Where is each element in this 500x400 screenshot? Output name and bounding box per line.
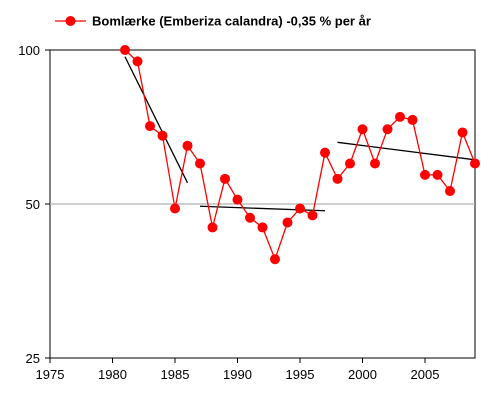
data-point <box>120 45 130 55</box>
series-line <box>124 49 476 262</box>
x-tick-label: 1980 <box>98 367 127 382</box>
legend: Bomlærke (Emberiza calandra) -0,35 % per… <box>55 14 371 29</box>
data-point <box>220 173 230 184</box>
trend-line-1 <box>124 56 189 184</box>
trend-line-2 <box>199 205 326 212</box>
y-tick-label: 50 <box>26 197 40 212</box>
data-point <box>420 169 430 180</box>
x-tick-label: 1990 <box>223 367 252 382</box>
data-point <box>457 127 468 138</box>
trend-line-3 <box>337 141 476 161</box>
data-point <box>245 212 255 223</box>
data-point <box>282 217 293 228</box>
data-point <box>407 114 418 125</box>
series-group <box>120 45 480 265</box>
data-point <box>170 203 180 214</box>
data-point <box>470 158 480 169</box>
data-point <box>182 140 193 151</box>
legend-label: Bomlærke (Emberiza calandra) -0,35 % per… <box>92 14 371 29</box>
y-tick-label: 25 <box>26 351 40 366</box>
data-point <box>195 158 205 169</box>
data-point <box>295 203 305 214</box>
data-point <box>207 222 218 233</box>
data-point <box>320 147 330 158</box>
data-point <box>382 124 393 135</box>
data-point <box>432 169 443 180</box>
data-point <box>370 158 380 169</box>
x-tick-label: 1985 <box>161 367 190 382</box>
data-point <box>307 210 318 221</box>
data-point <box>157 130 168 141</box>
trend-lines <box>124 56 476 212</box>
data-point <box>132 56 143 67</box>
axes: 1975 1980 1985 1990 1995 2000 2005 25 50 100 <box>18 43 439 382</box>
legend-marker <box>65 16 76 26</box>
data-point <box>357 124 368 135</box>
data-point <box>270 254 280 265</box>
data-point <box>257 222 268 233</box>
y-tick-label: 100 <box>18 43 40 58</box>
x-tick-label: 2000 <box>348 367 377 382</box>
x-tick-label: 1975 <box>36 367 65 382</box>
data-point <box>145 121 155 132</box>
data-point <box>345 158 355 169</box>
data-point <box>395 111 405 122</box>
data-point <box>445 186 455 197</box>
x-tick-label: 1995 <box>286 367 315 382</box>
data-point <box>332 173 343 184</box>
data-point <box>232 194 243 205</box>
x-tick-label: 2005 <box>411 367 440 382</box>
